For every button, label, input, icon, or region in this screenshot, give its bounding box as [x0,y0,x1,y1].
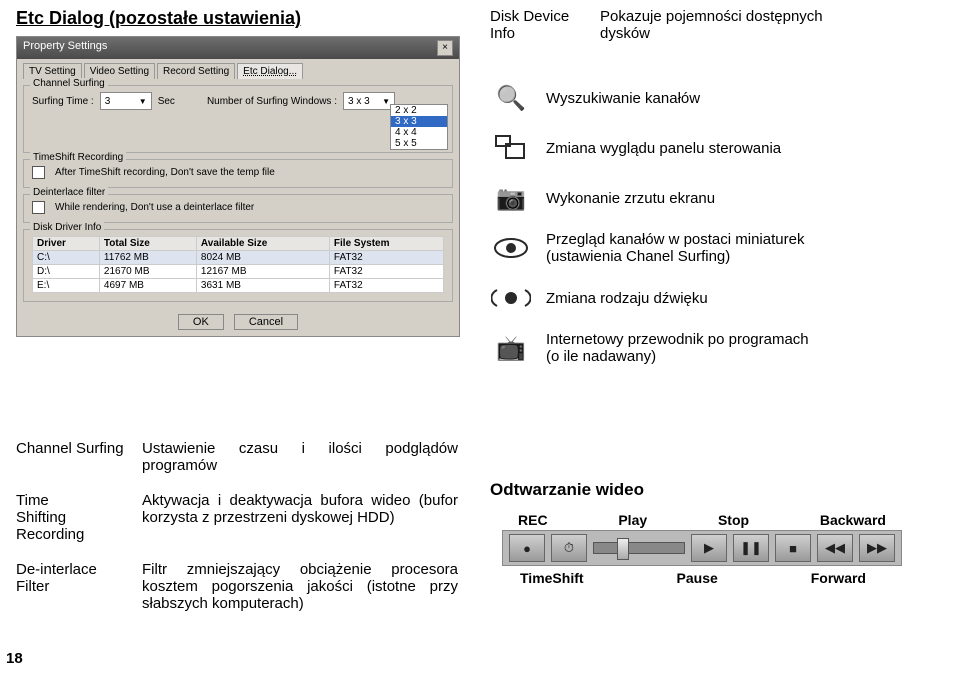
layout-desc: Zmiana wyglądu panelu sterowania [546,140,930,157]
tab-etc-dialog[interactable]: Etc Dialog... [237,63,303,79]
channel-surfing-legend: Channel Surfing [30,78,108,89]
def-desc-timeshift: Aktywacja i deaktywacja bufora wideo (bu… [142,492,458,543]
seek-thumb[interactable] [617,538,629,560]
disk-desc-l1: Pokazuje pojemności dostępnych [600,8,823,25]
label-forward: Forward [811,570,866,586]
audio-icon [490,280,532,316]
eye-icon [490,230,532,266]
table-row[interactable]: D:\ 21670 MB 12167 MB FAT32 [33,265,444,279]
stop-button[interactable]: ■ [775,534,811,562]
timeshift-button[interactable]: ⏱ [551,534,587,562]
disk-label-l2: Info [490,25,515,42]
timeshift-group: TimeShift Recording After TimeShift reco… [23,159,453,188]
col-avail: Available Size [196,237,329,251]
ok-button[interactable]: OK [178,314,224,330]
player-heading: Odtwarzanie wideo [490,480,644,500]
disk-label-l1: Disk Device [490,8,569,25]
surfing-windows-label: Number of Surfing Windows : [207,96,337,107]
dialog-tabs: TV Setting Video Setting Record Setting … [17,59,459,79]
shot-desc: Wykonanie zrzutu ekranu [546,190,930,207]
timeshift-legend: TimeShift Recording [30,152,126,163]
tv-icon: 📺 [490,330,532,366]
deinterlace-checkbox[interactable] [32,201,45,214]
play-button[interactable]: ▶ [691,534,727,562]
surfing-time-select[interactable]: 3▼ [100,92,152,110]
label-backward: Backward [820,512,886,528]
def-term-timeshift: Time Shifting Recording [16,492,126,543]
list-item[interactable]: 5 x 5 [391,138,447,149]
surfing-time-unit: Sec [158,96,175,107]
list-item[interactable]: 3 x 3 [391,116,447,127]
table-row[interactable]: C:\ 11762 MB 8024 MB FAT32 [33,251,444,265]
surfing-time-label: Surfing Time : [32,96,94,107]
disk-driver-group: Disk Driver Info Driver Total Size Avail… [23,229,453,302]
backward-button[interactable]: ◀◀ [817,534,853,562]
deinterlace-legend: Deinterlace filter [30,187,108,198]
tab-tv-setting[interactable]: TV Setting [23,63,82,79]
def-term-channel-surfing: Channel Surfing [16,440,126,474]
player-bar: ● ⏱ ▶ ❚❚ ■ ◀◀ ▶▶ [502,530,902,566]
label-timeshift: TimeShift [520,570,584,586]
forward-button[interactable]: ▶▶ [859,534,895,562]
feature-icon-list: 🔍 Wyszukiwanie kanałów Zmiana wyglądu pa… [490,80,930,380]
dialog-buttons: OK Cancel [17,308,459,336]
list-item[interactable]: 4 x 4 [391,127,447,138]
label-rec: REC [518,512,548,528]
dialog-titlebar: Property Settings × [17,37,459,59]
disk-device-info-desc: Pokazuje pojemności dostępnych dysków [600,8,823,42]
disk-device-info-label: Disk Device Info [490,8,569,42]
table-row[interactable]: E:\ 4697 MB 3631 MB FAT32 [33,279,444,293]
channel-surfing-group: Channel Surfing Surfing Time : 3▼ Sec Nu… [23,85,453,153]
video-player: REC Play Stop Backward ● ⏱ ▶ ❚❚ ■ ◀◀ ▶▶ … [502,512,902,586]
cancel-button[interactable]: Cancel [234,314,298,330]
label-stop: Stop [718,512,749,528]
surfing-windows-select[interactable]: 3 x 3▼ [343,92,395,110]
disk-driver-table: Driver Total Size Available Size File Sy… [32,236,444,293]
rec-button[interactable]: ● [509,534,545,562]
camera-icon: 📷 [490,180,532,216]
page-title: Etc Dialog (pozostałe ustawienia) [16,8,301,29]
timeshift-checkbox[interactable] [32,166,45,179]
col-total: Total Size [99,237,196,251]
mini-desc: Przegląd kanałów w postaci miniaturek(us… [546,231,930,265]
definitions: Channel Surfing Ustawienie czasu i ilośc… [16,440,458,630]
dialog-title: Property Settings [23,40,107,56]
page-number: 18 [6,650,23,667]
close-icon[interactable]: × [437,40,453,56]
label-pause: Pause [677,570,718,586]
layout-icon [490,130,532,166]
disk-desc-l2: dysków [600,25,650,42]
def-desc-channel-surfing: Ustawienie czasu i ilości podglądów prog… [142,440,458,474]
audio-desc: Zmiana rodzaju dźwięku [546,290,930,307]
pause-button[interactable]: ❚❚ [733,534,769,562]
col-driver: Driver [33,237,100,251]
search-icon: 🔍 [490,80,532,116]
search-desc: Wyszukiwanie kanałów [546,90,930,107]
label-play: Play [618,512,647,528]
col-fs: File System [329,237,443,251]
list-item[interactable]: 2 x 2 [391,105,447,116]
timeshift-chk-label: After TimeShift recording, Don't save th… [55,167,275,178]
tab-video-setting[interactable]: Video Setting [84,63,155,79]
deinterlace-chk-label: While rendering, Don't use a deinterlace… [55,202,254,213]
def-desc-deinterlace: Filtr zmniejszający obciążenie procesora… [142,561,458,612]
property-settings-dialog: Property Settings × TV Setting Video Set… [16,36,460,337]
deinterlace-group: Deinterlace filter While rendering, Don'… [23,194,453,223]
surfing-windows-listbox[interactable]: 2 x 2 3 x 3 4 x 4 5 x 5 [390,104,448,150]
guide-desc: Internetowy przewodnik po programach(o i… [546,331,930,365]
seek-slider[interactable] [593,542,685,554]
disk-driver-legend: Disk Driver Info [30,222,104,233]
tab-record-setting[interactable]: Record Setting [157,63,235,79]
def-term-deinterlace: De-interlace Filter [16,561,126,612]
